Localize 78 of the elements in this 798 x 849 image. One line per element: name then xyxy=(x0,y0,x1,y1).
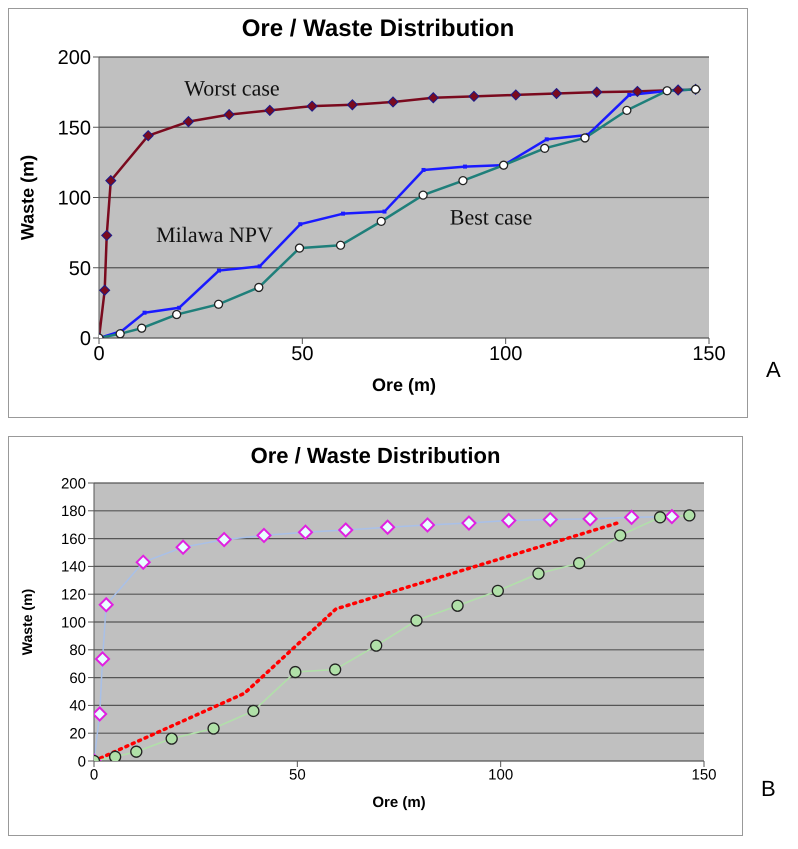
y-tick-label: 40 xyxy=(69,698,86,715)
point xyxy=(532,567,545,580)
point xyxy=(388,96,399,108)
point xyxy=(224,109,235,120)
x-tick-label: 50 xyxy=(291,343,314,366)
x-axis-title: Ore (m) xyxy=(372,794,426,811)
point xyxy=(654,511,666,524)
x-tick-label: 150 xyxy=(691,766,717,784)
x-axis-title: Ore (m) xyxy=(372,375,436,395)
point xyxy=(468,90,480,102)
point xyxy=(306,100,318,112)
point xyxy=(142,310,147,315)
y-tick-label: 200 xyxy=(60,475,86,492)
series-label: Worst case xyxy=(184,76,280,101)
point xyxy=(428,92,439,104)
text: B xyxy=(761,776,776,802)
y-tick-label: 180 xyxy=(60,503,86,520)
x-tick-label: 150 xyxy=(692,343,726,366)
point xyxy=(422,168,426,172)
point xyxy=(258,264,262,268)
y-axis-title: Waste (m) xyxy=(18,588,35,656)
point xyxy=(632,86,643,97)
text: A xyxy=(766,356,781,382)
point xyxy=(329,663,342,676)
point xyxy=(346,99,358,110)
y-tick-label: 60 xyxy=(69,670,86,687)
chart-title: Ore / Waste Distribution xyxy=(240,15,516,43)
y-tick-label: 0 xyxy=(78,753,86,770)
point xyxy=(101,230,112,241)
point xyxy=(627,92,632,97)
point xyxy=(551,88,562,100)
point xyxy=(410,614,423,627)
point xyxy=(216,268,221,273)
x-tick-label: 0 xyxy=(93,343,105,366)
point xyxy=(142,130,154,142)
point xyxy=(105,175,116,186)
point xyxy=(382,210,386,214)
point xyxy=(298,222,302,226)
y-tick-label: 100 xyxy=(60,614,86,632)
series-label: Milawa NPV xyxy=(156,222,273,247)
point xyxy=(672,84,684,96)
point xyxy=(341,212,345,216)
point xyxy=(614,529,626,542)
point xyxy=(544,137,549,142)
y-tick-label: 80 xyxy=(69,642,86,660)
point xyxy=(177,306,182,310)
point xyxy=(182,116,194,128)
x-tick-label: 50 xyxy=(288,766,306,784)
point xyxy=(289,666,302,678)
point xyxy=(492,584,504,598)
point xyxy=(591,86,602,98)
y-axis-title: Waste (m) xyxy=(17,154,38,240)
series-label: Best case xyxy=(450,204,532,230)
y-tick-label: 140 xyxy=(60,558,86,576)
point xyxy=(130,746,142,758)
point xyxy=(207,722,220,735)
point xyxy=(99,284,110,296)
y-tick-label: 160 xyxy=(60,530,86,548)
y-tick-label: 20 xyxy=(69,726,86,743)
point xyxy=(166,732,178,745)
y-tick-label: 100 xyxy=(58,188,91,210)
point xyxy=(108,750,122,761)
point xyxy=(573,557,586,570)
point xyxy=(264,104,276,116)
point xyxy=(451,600,464,612)
y-tick-label: 200 xyxy=(58,47,91,70)
y-tick-label: 50 xyxy=(68,258,91,280)
y-tick-label: 120 xyxy=(60,586,86,604)
x-tick-label: 100 xyxy=(488,343,522,366)
point xyxy=(683,509,696,522)
y-tick-label: 0 xyxy=(80,328,91,350)
x-tick-label: 100 xyxy=(488,766,514,784)
point xyxy=(510,89,522,100)
y-tick-label: 150 xyxy=(58,117,91,140)
point xyxy=(370,639,382,652)
point xyxy=(247,704,260,718)
point xyxy=(463,164,467,169)
chart-title: Ore / Waste Distribution xyxy=(250,443,502,469)
